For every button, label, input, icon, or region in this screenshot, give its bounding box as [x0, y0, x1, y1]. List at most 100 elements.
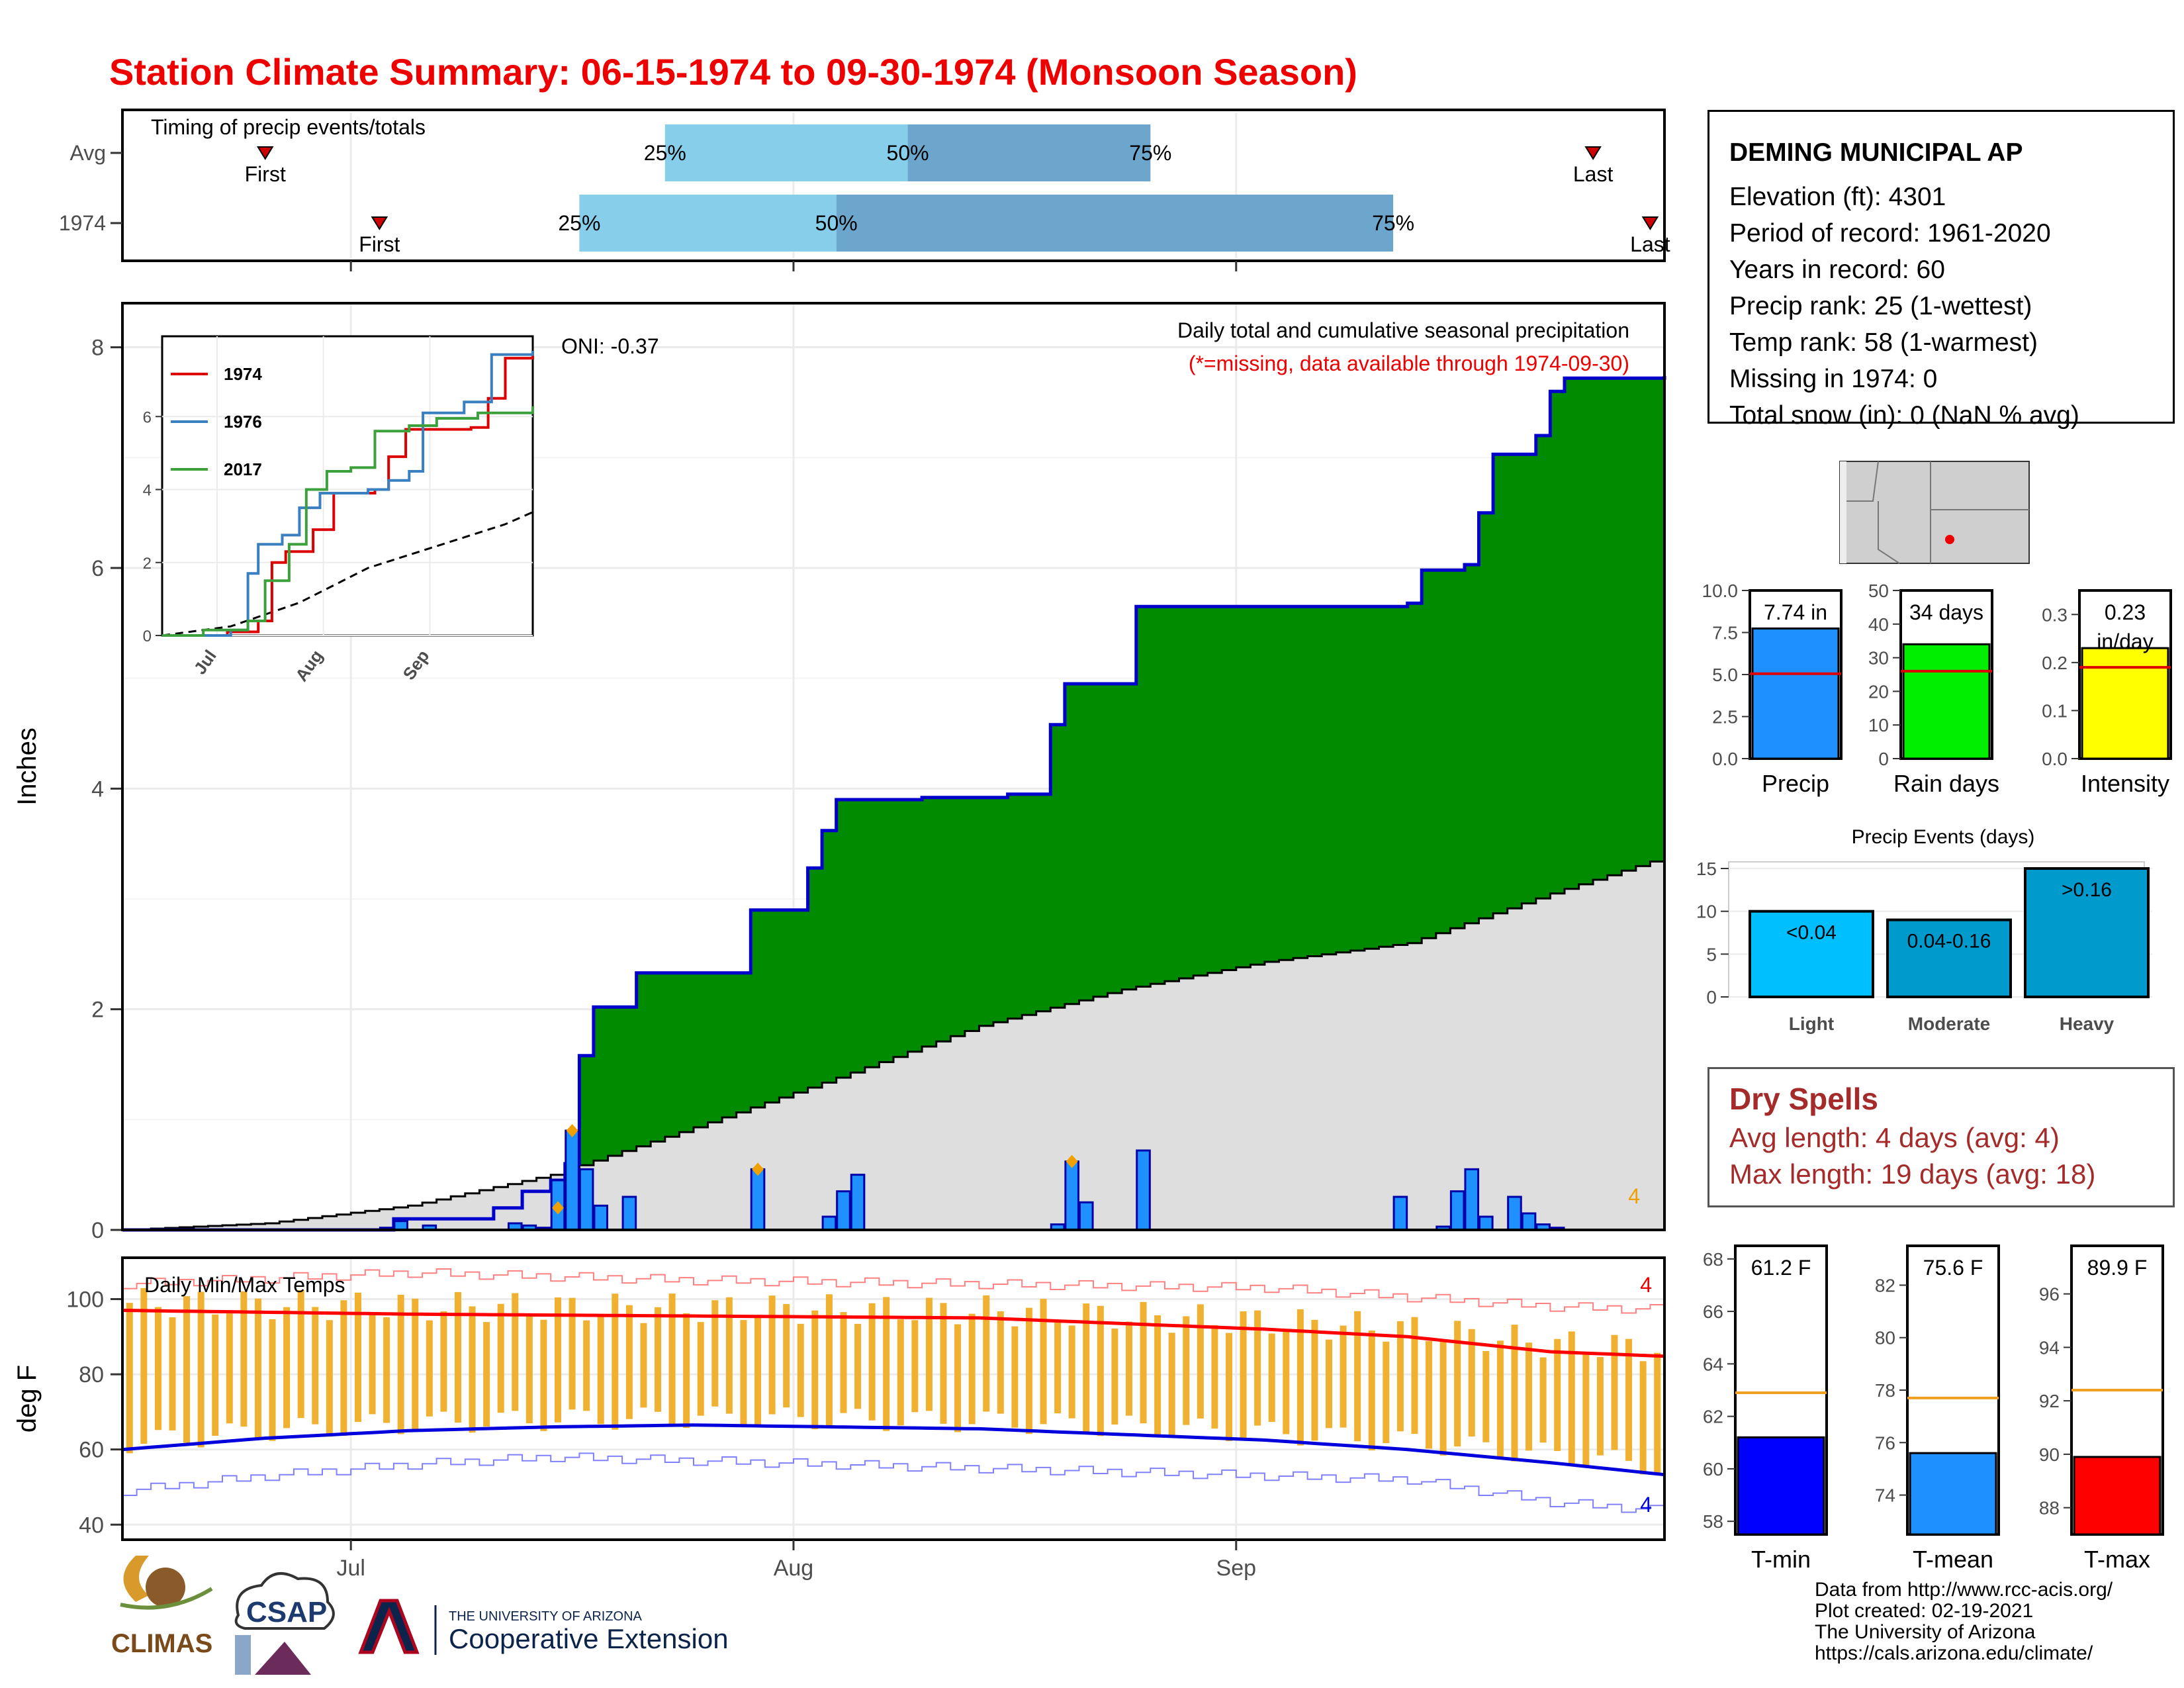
- small-chart-ytick-label: 64: [1703, 1354, 1723, 1374]
- station-temp-rank: Temp rank: 58 (1-warmest): [1729, 328, 2038, 357]
- events-bar: [1886, 918, 2012, 998]
- daily-precip-bar: [836, 1190, 851, 1231]
- daily-precip-bar: [1507, 1196, 1522, 1231]
- precip-surplus-area: [1250, 606, 1265, 965]
- inset-series-line: [162, 406, 534, 637]
- precip-surplus-area: [608, 1007, 623, 1156]
- timing-bar-25-50: [579, 195, 837, 252]
- small-chart-value-label: 75.6 F: [1923, 1256, 1983, 1280]
- precip-surplus-area: [1550, 391, 1565, 894]
- precip-ytick-label: 4: [91, 776, 104, 802]
- precip-surplus-area: [893, 800, 909, 1057]
- small-chart-ytick-label: 96: [2039, 1284, 2060, 1305]
- events-bar: [1749, 910, 1874, 998]
- precip-surplus-area: [1122, 684, 1137, 990]
- precip-ylabel: Inches: [13, 727, 42, 806]
- inset-series-line: [162, 351, 534, 637]
- events-category-label: Light: [1789, 1013, 1834, 1034]
- precip-surplus-area: [1022, 794, 1037, 1015]
- precip-surplus-area: [1236, 606, 1251, 968]
- temp-count-min: 4: [1640, 1493, 1652, 1517]
- precip-surplus-area: [664, 972, 680, 1137]
- precip-surplus-area: [964, 797, 979, 1031]
- daily-precip-bar: [593, 1204, 609, 1231]
- precip-surplus-area: [1164, 606, 1179, 982]
- small-chart-ytick-label: 0.0: [1712, 749, 1738, 769]
- dry-spells-max: Max length: 19 days (avg: 18): [1729, 1158, 2096, 1190]
- precip-surplus-area: [1578, 378, 1594, 884]
- events-category-label: Moderate: [1908, 1013, 1990, 1034]
- small-chart-value-label: 89.9 F: [2087, 1256, 2148, 1280]
- station-elevation: Elevation (ft): 4301: [1729, 183, 1946, 211]
- small-chart-ytick-label: 10: [1868, 715, 1889, 735]
- timing-bar-50-75: [907, 124, 1151, 181]
- precip-surplus-area: [1435, 570, 1451, 933]
- credit-line: Data from http://www.rcc-acis.org/: [1815, 1579, 2113, 1601]
- precip-surplus-area: [1079, 684, 1094, 1001]
- daily-precip-bar: [1392, 1196, 1408, 1231]
- credit-line: https://cals.arizona.edu/climate/: [1815, 1642, 2093, 1664]
- small-chart-ytick-label: 60: [1703, 1459, 1723, 1479]
- inset-legend-label: 2017: [224, 459, 262, 479]
- small-chart-ytick-label: 90: [2039, 1444, 2060, 1465]
- daily-precip-bar: [1449, 1190, 1465, 1231]
- daily-precip-bar: [821, 1215, 837, 1231]
- temp-ytick-label: 80: [79, 1362, 104, 1387]
- observed-cumulative-line: [122, 376, 1666, 1232]
- avg-tmin-line: [122, 1423, 1665, 1477]
- station-precip-rank: Precip rank: 25 (1-wettest): [1729, 292, 2032, 320]
- small-chart-value-label: in/day: [2097, 630, 2153, 653]
- small-chart-ytick-label: 5.0: [1712, 665, 1738, 685]
- precip-surplus-area: [1422, 570, 1437, 939]
- events-ytick-label: 15: [1696, 859, 1717, 879]
- timing-row-label-avg: Avg: [69, 141, 106, 165]
- daily-precip-bar: [1136, 1149, 1151, 1231]
- daily-precip-bar: [850, 1174, 866, 1231]
- small-chart-ytick-label: 92: [2039, 1391, 2060, 1411]
- small-chart-ytick-label: 0.0: [2042, 749, 2068, 769]
- small-chart-ytick-label: 74: [1875, 1485, 1895, 1506]
- precip-surplus-area: [1336, 606, 1351, 953]
- dry-spells-box: Dry Spells Avg length: 4 days (avg: 4) M…: [1707, 1067, 2175, 1207]
- timing-last-label: Last: [1630, 232, 1670, 256]
- small-chart-ytick-label: 0.3: [2042, 604, 2068, 625]
- daily-precip-bar: [1464, 1168, 1480, 1231]
- precip-surplus-area: [1093, 684, 1109, 997]
- month-axis-label: Aug: [774, 1556, 814, 1581]
- precip-surplus-area: [1635, 378, 1651, 867]
- small-chart-category-label: Precip: [1762, 770, 1829, 797]
- precip-surplus-area: [679, 972, 694, 1133]
- daily-precip-bar: [1521, 1212, 1537, 1231]
- precip-surplus-area: [1207, 606, 1222, 973]
- precip-surplus-area: [864, 800, 880, 1068]
- station-period: Period of record: 1961-2020: [1729, 219, 2051, 248]
- precip-surplus-area: [1307, 606, 1322, 957]
- daily-precip-bar: [578, 1168, 594, 1231]
- small-chart-ytick-label: 62: [1703, 1407, 1723, 1427]
- small-chart-category-label: T-max: [2084, 1546, 2150, 1573]
- small-chart-ytick-label: 82: [1875, 1275, 1895, 1295]
- inset-ytick-label: 2: [143, 555, 152, 573]
- events-bar-label: 0.04-0.16: [1907, 931, 1991, 953]
- precip-surplus-area: [1064, 684, 1079, 1004]
- timing-q25-label: 25%: [558, 211, 600, 235]
- precip-surplus-area: [907, 800, 923, 1052]
- precip-surplus-area: [1493, 454, 1508, 914]
- precip-surplus-area: [1479, 512, 1494, 919]
- daily-precip-bar: [750, 1168, 766, 1231]
- precip-surplus-area: [1379, 606, 1394, 947]
- precip-surplus-area: [1564, 378, 1580, 889]
- normal-cumulative-line: [122, 857, 1666, 1231]
- timing-last-label: Last: [1573, 162, 1614, 186]
- small-chart-ytick-label: 68: [1703, 1249, 1723, 1270]
- csap-logo-text: CSAP: [246, 1596, 327, 1628]
- small-chart-ytick-label: 0.1: [2042, 700, 2068, 721]
- small-chart-ytick-label: 80: [1875, 1328, 1895, 1348]
- small-chart-ytick-label: 0.2: [2042, 653, 2068, 673]
- small-chart-category-label: Intensity: [2081, 770, 2169, 797]
- timing-panel: 25% 50% 75% First Last 25% 50% 75% First Last Tim…: [59, 109, 1670, 271]
- precip-surplus-area: [779, 910, 794, 1098]
- precip-surplus-area: [1150, 606, 1165, 984]
- station-name: DEMING MUNICIPAL AP: [1729, 138, 2023, 167]
